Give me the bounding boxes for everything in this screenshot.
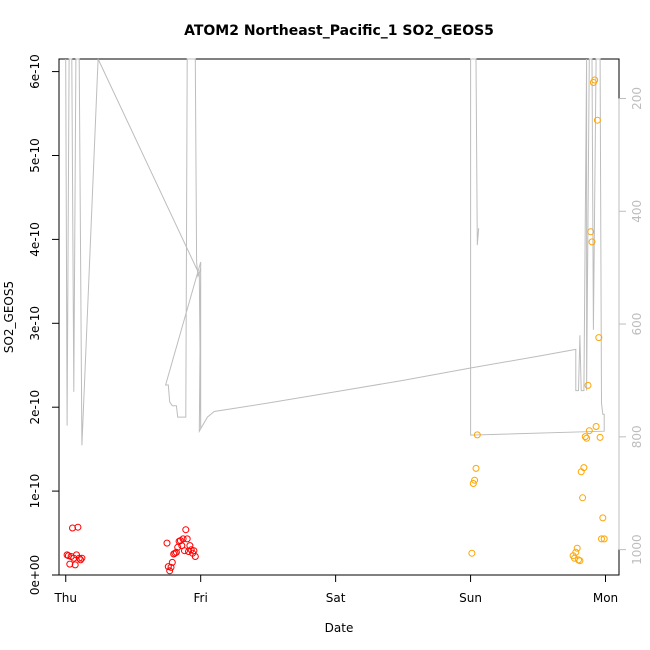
data-point-series-0-4 (69, 524, 76, 532)
y-tick-label-5: 5e-10 (28, 138, 42, 173)
data-point-series-0-14 (166, 567, 174, 575)
data-point-series-1-2 (471, 476, 479, 484)
data-point-series-1-22 (592, 423, 600, 430)
x-tick-label-0: Thu (53, 591, 77, 605)
x-tick-label-3: Sun (459, 591, 482, 605)
right-y-tick-label-3: 800 (630, 425, 644, 448)
data-point-series-0-9 (75, 554, 83, 562)
chart-title: ATOM2 Northeast_Pacific_1 SO2_GEOS5 (184, 23, 494, 39)
data-point-series-0-18 (171, 549, 179, 557)
y-tick-label-1: 1e-10 (28, 474, 42, 509)
data-point-series-0-10 (77, 556, 85, 564)
data-point-series-0-19 (172, 548, 180, 556)
data-point-series-0-0 (63, 551, 71, 559)
data-point-series-0-11 (78, 554, 86, 562)
x-tick-label-4: Mon (593, 591, 618, 605)
pressure-line-layer (65, 58, 605, 446)
y-axis-label: SO2_GEOS5 (2, 281, 16, 353)
data-point-series-0-24 (179, 535, 187, 543)
right-y-tick-label-0: 200 (630, 87, 644, 110)
data-point-series-0-29 (186, 542, 194, 550)
data-point-series-0-27 (183, 535, 191, 543)
y-tick-label-3: 3e-10 (28, 306, 42, 341)
x-tick-label-1: Fri (194, 591, 208, 605)
data-point-series-1-15 (583, 434, 591, 442)
data-point-series-1-7 (572, 548, 580, 556)
data-point-series-0-26 (182, 526, 190, 534)
points-layer (63, 76, 608, 575)
data-point-series-0-2 (66, 560, 74, 568)
data-point-series-0-25 (181, 547, 188, 555)
data-point-series-1-0 (468, 549, 476, 557)
right-y-tick-label-2: 600 (630, 313, 644, 336)
data-point-series-0-33 (191, 553, 199, 560)
x-tick-label-2: Sat (326, 591, 346, 605)
data-point-series-1-23 (593, 116, 601, 124)
data-point-series-1-12 (579, 494, 587, 502)
data-point-series-0-6 (71, 561, 79, 569)
data-point-series-1-25 (596, 433, 604, 441)
right-y-tick-label-1: 400 (630, 200, 644, 223)
data-point-series-1-4 (473, 431, 481, 439)
plot-frame (58, 58, 620, 576)
data-point-series-1-27 (599, 514, 607, 522)
data-point-series-1-18 (587, 228, 595, 236)
y-tick-label-4: 4e-10 (28, 222, 42, 257)
data-point-series-0-12 (163, 539, 171, 547)
y-axis: 0e+00 1e-10 2e-10 3e-10 4e-10 5e-10 6e-10 (28, 54, 60, 595)
y-tick-label-6: 6e-10 (28, 54, 42, 89)
data-point-series-1-17 (585, 427, 593, 435)
data-point-series-1-26 (598, 535, 605, 543)
data-point-series-1-14 (581, 433, 589, 441)
data-point-series-0-16 (168, 558, 176, 566)
right-y-tick-label-4: 1000 (630, 534, 644, 565)
y-tick-label-2: 2e-10 (28, 390, 42, 425)
data-point-series-1-21 (591, 76, 599, 84)
data-point-series-1-28 (600, 535, 608, 543)
x-axis-label: Date (325, 621, 354, 635)
right-y-axis: 200 400 600 800 1000 (618, 87, 644, 565)
data-point-series-1-13 (580, 464, 588, 472)
data-point-series-0-15 (167, 563, 175, 571)
data-point-series-1-8 (573, 544, 581, 552)
x-axis: Thu Fri Sat Sun Mon (53, 574, 618, 605)
data-point-series-1-24 (595, 334, 603, 342)
data-point-series-1-10 (576, 557, 584, 565)
y-tick-label-0: 0e+00 (28, 555, 42, 595)
data-point-series-1-1 (469, 480, 477, 487)
pressure-line-series-0 (65, 58, 605, 446)
data-point-series-1-3 (472, 464, 480, 472)
data-point-series-1-19 (588, 238, 596, 246)
data-point-series-1-9 (575, 556, 582, 564)
data-point-series-1-16 (584, 381, 592, 389)
data-point-series-0-8 (74, 523, 82, 531)
